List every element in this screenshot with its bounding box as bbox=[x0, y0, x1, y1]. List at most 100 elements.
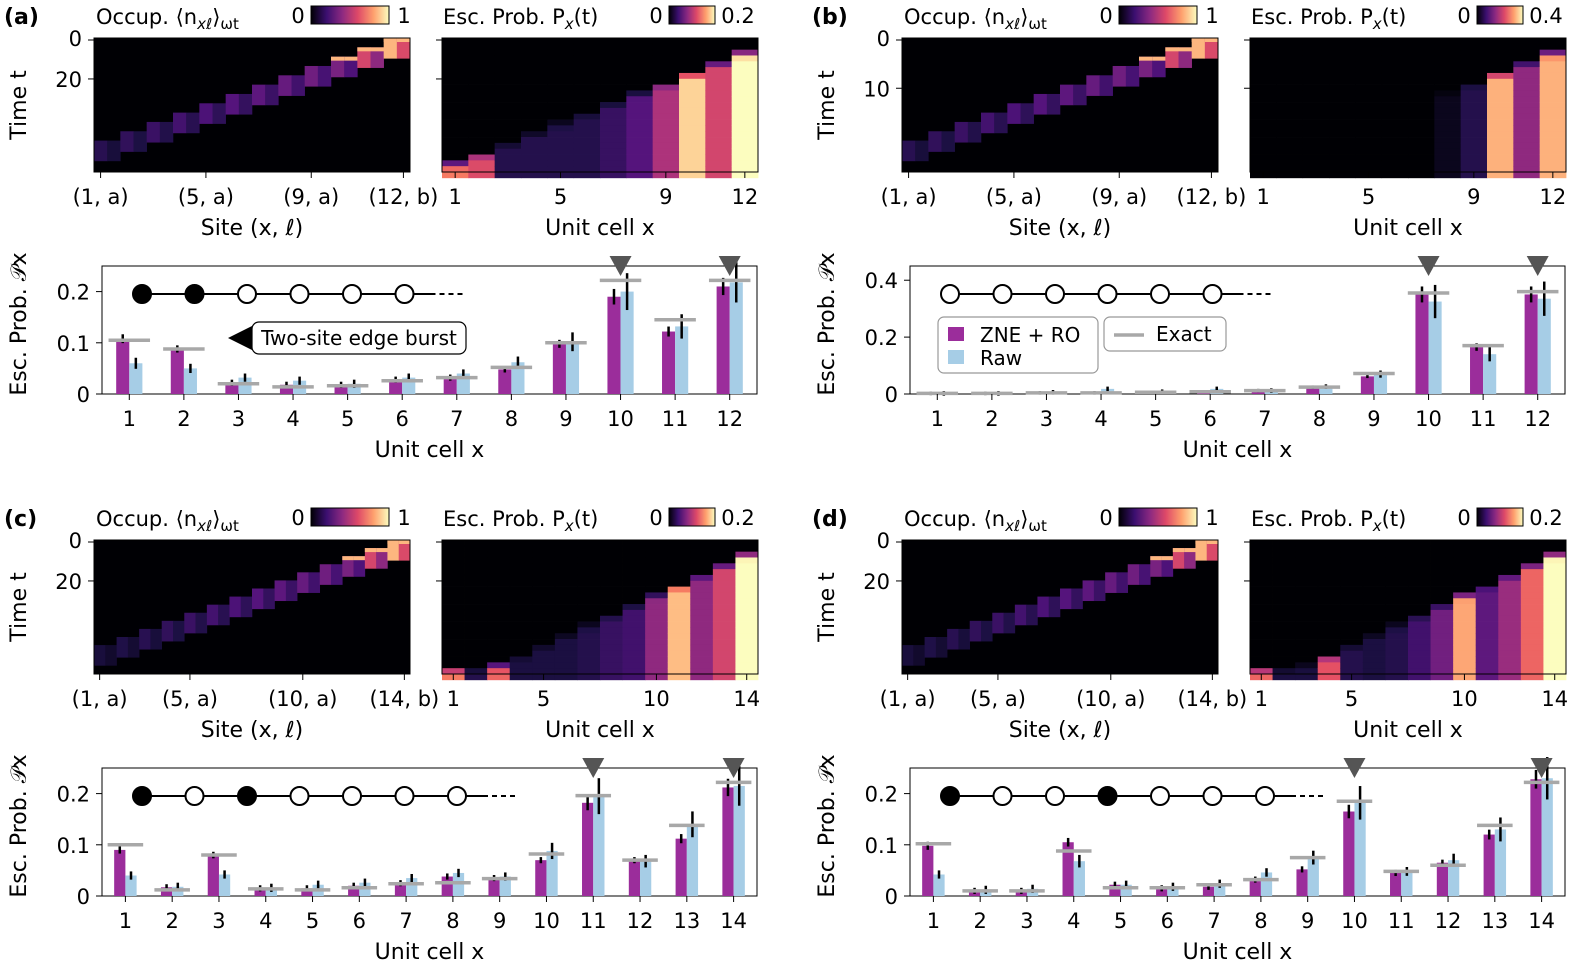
escape-cell bbox=[1362, 615, 1386, 622]
empty-site-icon bbox=[1150, 786, 1170, 806]
escape-cell bbox=[1250, 84, 1277, 91]
escape-cell bbox=[1276, 148, 1304, 155]
escape-cell bbox=[1487, 166, 1514, 173]
escape-cell bbox=[1250, 656, 1273, 663]
escape-cell bbox=[712, 668, 736, 675]
escape-cell bbox=[509, 586, 533, 593]
escape-cell bbox=[468, 107, 496, 115]
escape-cell bbox=[600, 96, 627, 103]
escape-cell bbox=[1513, 154, 1541, 161]
escape-cell bbox=[705, 84, 733, 91]
escape-cell bbox=[1385, 592, 1409, 599]
escape-cell bbox=[1272, 604, 1296, 611]
escape-cell bbox=[1408, 580, 1431, 587]
escape-cell bbox=[1543, 563, 1567, 570]
escape-cell bbox=[521, 125, 548, 132]
escape-cell bbox=[1460, 166, 1488, 173]
escape-cell bbox=[1362, 598, 1386, 605]
escape-cell bbox=[645, 639, 669, 646]
x-tick-label: 5 bbox=[341, 407, 354, 431]
escape-cell bbox=[1340, 551, 1364, 558]
x-tick-label: (9, a) bbox=[1091, 185, 1147, 209]
escape-cell bbox=[487, 580, 511, 587]
escape-cell bbox=[1381, 125, 1409, 132]
escape-cell bbox=[1434, 102, 1462, 109]
raw-bar bbox=[1120, 884, 1132, 896]
escape-cell bbox=[1250, 639, 1273, 646]
escape-cell bbox=[667, 621, 691, 628]
escape-cell bbox=[1460, 61, 1488, 68]
escape-cell bbox=[1453, 586, 1477, 593]
escape-cell bbox=[1302, 43, 1330, 51]
x-tick-label: 2 bbox=[985, 407, 998, 431]
escape-cell bbox=[494, 119, 522, 126]
zne-bar bbox=[628, 860, 641, 896]
escape-cell bbox=[705, 102, 733, 109]
escape-cell bbox=[1295, 609, 1319, 617]
escape-cell bbox=[1250, 557, 1273, 564]
title-tail: (t) bbox=[574, 5, 599, 29]
panel-letter: (d) bbox=[812, 507, 848, 532]
escape-cell bbox=[1302, 160, 1330, 167]
escape-cell bbox=[735, 621, 759, 628]
x-tick-label: 4 bbox=[1067, 909, 1080, 933]
escape-cell bbox=[442, 38, 469, 45]
escape-cell bbox=[600, 563, 623, 570]
escape-cell bbox=[1498, 668, 1522, 675]
escape-cell bbox=[600, 137, 627, 144]
escape-cell bbox=[1302, 113, 1330, 120]
escape-cell bbox=[1475, 569, 1499, 576]
escape-cell bbox=[600, 609, 623, 617]
escape-cell bbox=[1381, 43, 1409, 51]
occupancy-cell bbox=[364, 548, 377, 569]
filled-site-icon bbox=[940, 786, 960, 806]
escape-cell bbox=[1355, 119, 1383, 126]
escape-cell bbox=[1355, 96, 1383, 103]
escape-cell bbox=[554, 668, 578, 675]
escape-cell bbox=[1487, 142, 1514, 150]
escape-cell bbox=[652, 61, 680, 68]
escape-cell bbox=[1498, 545, 1522, 553]
escape-cell bbox=[468, 72, 496, 80]
escape-cell bbox=[1295, 621, 1319, 628]
escape-cell bbox=[1302, 154, 1330, 161]
escape-cell bbox=[1329, 166, 1356, 173]
escape-cell bbox=[1487, 38, 1514, 45]
escape-cell bbox=[577, 609, 601, 617]
escape-cell bbox=[1329, 67, 1356, 74]
escape-cell bbox=[1340, 650, 1364, 657]
escape-cell bbox=[442, 154, 469, 161]
escape-cell bbox=[1430, 557, 1454, 564]
occupancy-cell bbox=[274, 580, 287, 602]
legend-swatch-zne bbox=[948, 327, 964, 341]
escape-cell bbox=[547, 142, 575, 150]
escape-cell bbox=[1317, 615, 1341, 622]
escape-cell bbox=[521, 96, 548, 103]
x-axis-label: Site (x, ℓ) bbox=[201, 216, 304, 241]
escape-cell bbox=[1408, 38, 1435, 45]
escape-cell bbox=[1295, 674, 1319, 681]
escape-cell bbox=[1430, 615, 1454, 622]
escape-cell bbox=[690, 633, 714, 640]
occupancy-cell bbox=[958, 628, 971, 650]
escape-cell bbox=[1250, 72, 1277, 80]
escape-cell bbox=[1317, 674, 1341, 681]
escape-cell bbox=[1498, 551, 1522, 558]
zne-bar bbox=[1415, 294, 1429, 394]
escape-cell bbox=[487, 668, 511, 675]
occupancy-cell bbox=[396, 38, 411, 59]
escape-cell bbox=[547, 78, 575, 85]
occupancy-cell bbox=[150, 628, 163, 650]
occupancy-cell bbox=[1082, 580, 1095, 602]
escape-cell bbox=[1430, 574, 1454, 582]
filled-site-icon bbox=[237, 786, 257, 806]
escape-cell bbox=[1329, 107, 1356, 115]
escape-cell bbox=[494, 125, 522, 132]
escape-cell bbox=[679, 72, 706, 80]
escape-cell bbox=[1498, 615, 1522, 622]
escape-cell bbox=[645, 627, 669, 634]
occupancy-cell bbox=[263, 588, 275, 610]
x-tick-label: 7 bbox=[1207, 909, 1220, 933]
